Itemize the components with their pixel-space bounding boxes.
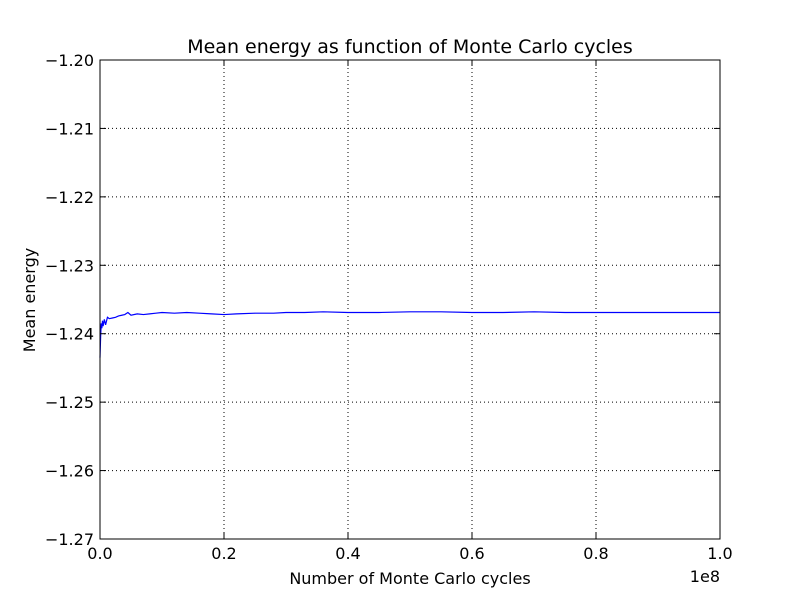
x-axis-label: Number of Monte Carlo cycles (289, 569, 530, 588)
y-tick-label: −1.27 (45, 530, 94, 549)
y-axis-label: Mean energy (20, 248, 39, 352)
y-tick-label: −1.22 (45, 188, 94, 207)
x-tick-label: 0.6 (459, 544, 484, 563)
x-offset-label: 1e8 (690, 567, 720, 586)
series-layer (99, 311, 720, 358)
ticks (99, 59, 721, 540)
x-tick-label: 1.0 (707, 544, 732, 563)
plot-frame (99, 59, 721, 540)
y-tick-label: −1.23 (45, 256, 94, 275)
y-tick-label: −1.25 (45, 393, 94, 412)
y-tick-label: −1.24 (45, 325, 94, 344)
y-tick-label: −1.21 (45, 119, 94, 138)
series-line-mean-energy (99, 311, 720, 358)
grid (100, 60, 720, 539)
y-tick-label: −1.26 (45, 462, 94, 481)
x-tick-label: 0.0 (87, 544, 112, 563)
x-tick-label: 0.4 (335, 544, 360, 563)
x-tick-label: 0.8 (583, 544, 608, 563)
chart-title: Mean energy as function of Monte Carlo c… (187, 36, 633, 58)
x-tick-label: 0.2 (211, 544, 236, 563)
y-tick-label: −1.20 (45, 51, 94, 70)
tick-labels: 0.0 0.2 0.4 0.6 0.8 1.0 −1.27 −1.26 −1.25 −1.24 −1… (45, 51, 733, 563)
